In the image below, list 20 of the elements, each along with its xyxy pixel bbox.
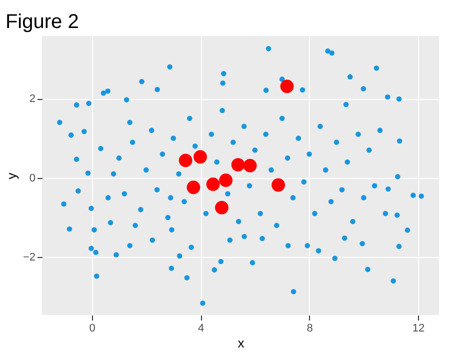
point	[194, 150, 207, 164]
x-tick-label: 12	[412, 322, 425, 334]
chart-title: Figure 2	[5, 11, 79, 33]
point	[178, 154, 192, 168]
point	[206, 178, 220, 191]
y-tick-label: −2	[22, 252, 36, 264]
x-axis-title: x	[238, 336, 245, 350]
x-tick-label: 0	[89, 322, 96, 334]
point	[243, 158, 257, 172]
point	[219, 174, 233, 187]
y-tick-label: 2	[29, 93, 36, 106]
point	[231, 158, 245, 172]
x-tick-label: 8	[306, 322, 313, 334]
y-tick-label: 0	[29, 172, 36, 184]
point	[215, 200, 228, 214]
point	[272, 178, 286, 192]
point	[280, 80, 294, 94]
y-axis-title: y	[4, 172, 19, 180]
point	[186, 180, 200, 194]
x-tick-label: 4	[198, 322, 204, 334]
